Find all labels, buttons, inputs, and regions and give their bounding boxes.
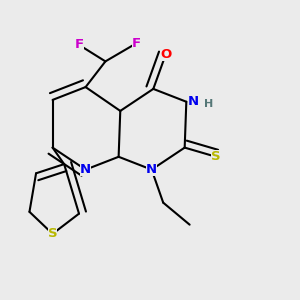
- Text: F: F: [132, 37, 141, 50]
- Text: F: F: [74, 38, 84, 51]
- Text: O: O: [160, 47, 172, 61]
- Text: S: S: [211, 150, 221, 163]
- Text: N: N: [188, 95, 199, 108]
- Text: S: S: [48, 227, 57, 240]
- Text: N: N: [80, 163, 91, 176]
- Text: N: N: [146, 163, 157, 176]
- Text: H: H: [205, 99, 214, 110]
